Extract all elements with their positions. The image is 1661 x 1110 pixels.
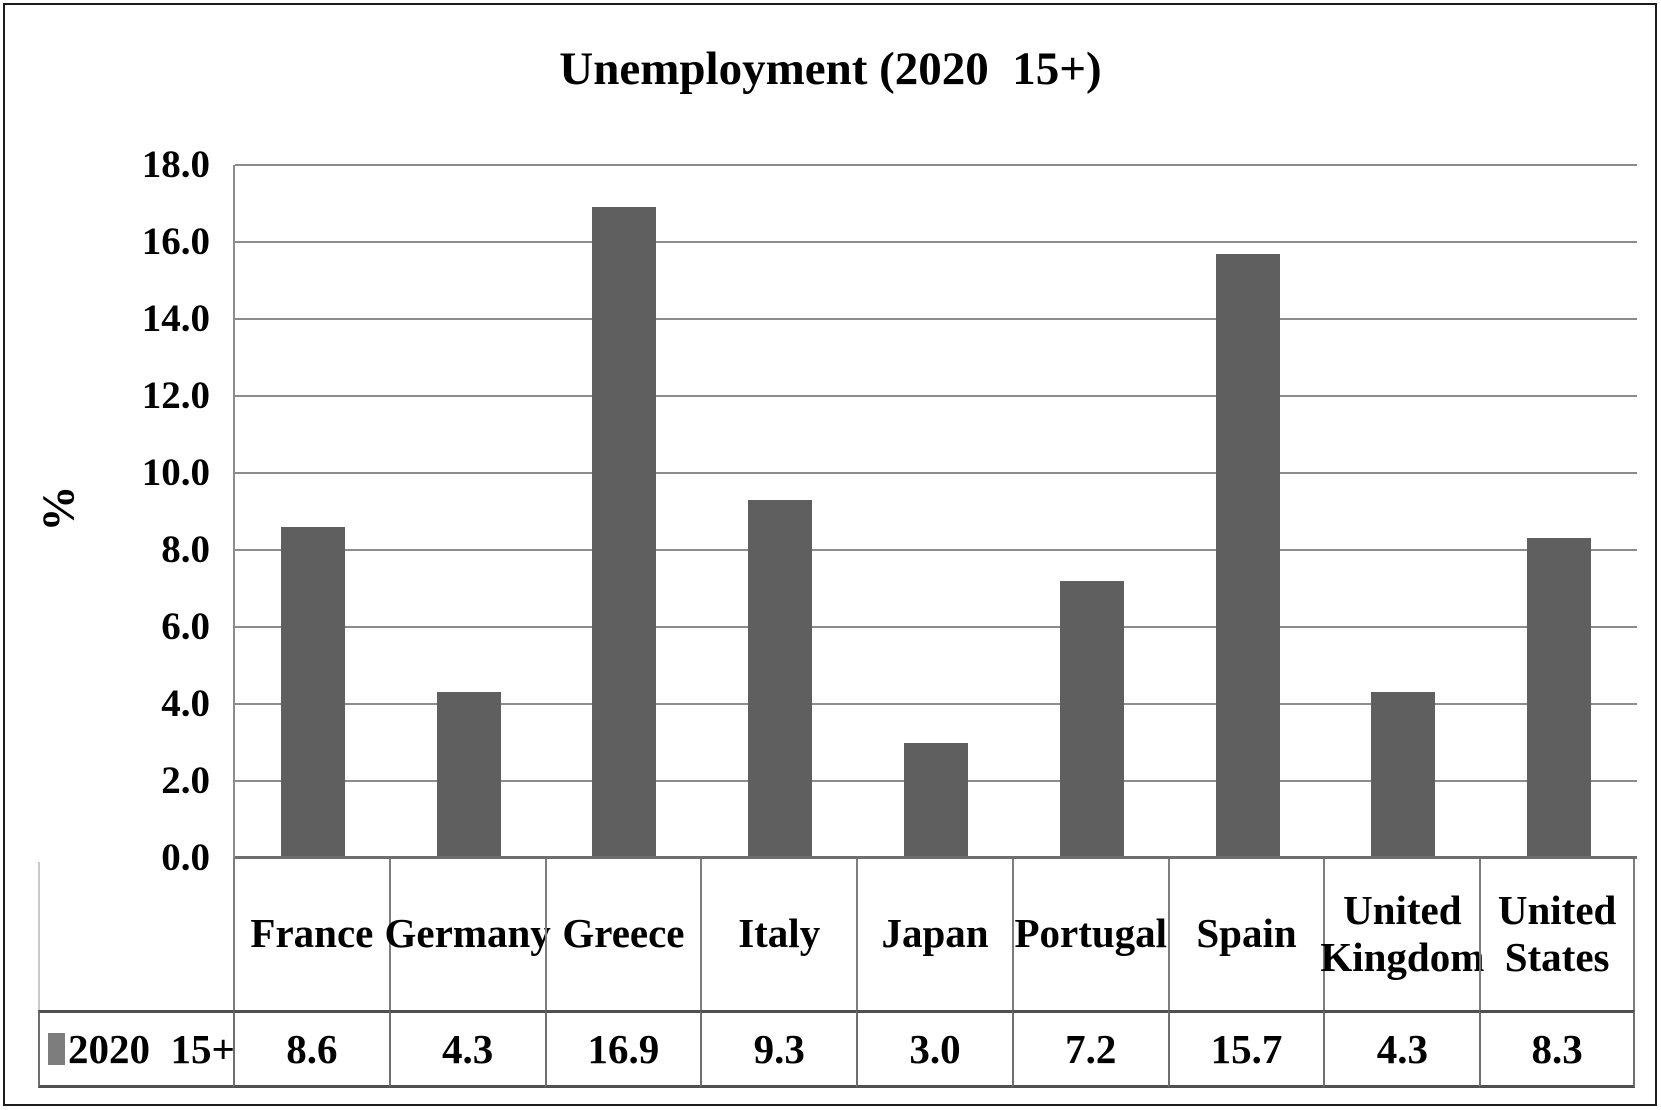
y-tick-label: 4.0 — [161, 682, 210, 725]
bar-greece — [592, 207, 657, 858]
y-tick-label: 14.0 — [141, 297, 210, 340]
category-label: France — [233, 858, 389, 1010]
category-label: United States — [1479, 858, 1635, 1010]
value-cell-united-kingdom: 4.3 — [1323, 1010, 1480, 1088]
value-cell-france: 8.6 — [233, 1010, 389, 1088]
value-cell-portugal: 7.2 — [1011, 1010, 1168, 1088]
bar-united-states — [1527, 538, 1592, 858]
plot-area — [233, 164, 1637, 859]
gridline — [235, 549, 1637, 551]
value-cell-greece: 16.9 — [544, 1010, 701, 1088]
bar-japan — [904, 742, 968, 858]
x-axis-line — [235, 856, 1637, 859]
category-label: Germany — [385, 858, 551, 1010]
category-label: Spain — [1167, 858, 1324, 1010]
gridline — [235, 472, 1637, 474]
y-tick-label: 0.0 — [161, 836, 210, 879]
value-cell-germany: 4.3 — [388, 1010, 545, 1088]
value-cell-spain: 15.7 — [1167, 1010, 1324, 1088]
category-label: Greece — [544, 858, 701, 1010]
bar-spain — [1215, 253, 1280, 858]
category-label: Portugal — [1011, 858, 1168, 1010]
y-tick-label: 2.0 — [161, 759, 210, 802]
category-label: Japan — [856, 858, 1012, 1010]
y-tick-label: 10.0 — [141, 451, 210, 494]
y-tick-label: 6.0 — [161, 605, 210, 648]
data-table-left-edge — [38, 862, 40, 1010]
y-tick-label: 16.0 — [141, 220, 210, 263]
bar-united-kingdom — [1371, 692, 1436, 858]
gridline — [235, 626, 1637, 628]
legend-label: 2020 15+ — [68, 1026, 235, 1072]
gridline — [235, 241, 1637, 243]
y-tick-label: 12.0 — [141, 374, 210, 417]
legend-key-icon — [48, 1033, 65, 1065]
gridline — [235, 395, 1637, 397]
category-label: United Kingdom — [1320, 858, 1484, 1010]
chart-title: Unemployment (2020 15+) — [559, 43, 1102, 95]
value-cell-united-states: 8.3 — [1479, 1010, 1635, 1088]
bar-france — [280, 526, 345, 858]
bar-portugal — [1059, 580, 1124, 858]
y-tick-label: 18.0 — [141, 143, 210, 186]
bar-italy — [748, 499, 813, 858]
value-cell-japan: 3.0 — [856, 1010, 1012, 1088]
legend-cell: 2020 15+ — [38, 1010, 235, 1088]
gridline — [235, 318, 1637, 320]
bar-germany — [436, 692, 501, 858]
gridline — [235, 703, 1637, 705]
gridline — [235, 164, 1637, 166]
category-label: Italy — [700, 858, 856, 1010]
y-tick-label: 8.0 — [161, 528, 210, 571]
value-cell-italy: 9.3 — [700, 1010, 857, 1088]
